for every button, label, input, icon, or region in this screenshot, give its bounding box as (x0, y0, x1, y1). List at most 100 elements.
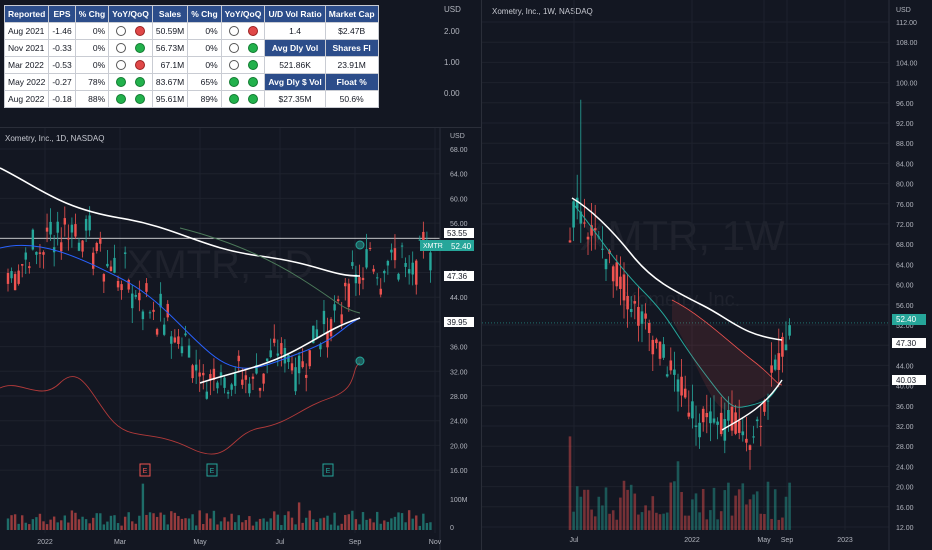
weekly-candle (766, 400, 770, 402)
weekly-volume-bar (759, 513, 763, 530)
weekly-x-tick: May (757, 537, 771, 544)
daily-candle (287, 354, 290, 363)
daily-candle (262, 373, 265, 384)
daily-volume-bar (415, 515, 418, 530)
daily-candle (148, 312, 152, 314)
weekly-axis-unit: USD (896, 7, 911, 14)
daily-volume-bar (194, 525, 198, 530)
qoq-status-dot (135, 94, 146, 105)
daily-ma-21 (199, 317, 361, 384)
daily-volume-bar (134, 523, 137, 530)
daily-candle (269, 350, 272, 358)
weekly-candle (647, 323, 651, 334)
volume-tick: 100M (450, 497, 468, 504)
weekly-candle (730, 406, 734, 431)
daily-candle (187, 345, 191, 358)
weekly-candle (784, 344, 788, 351)
stat-header: Shares Fl (324, 39, 379, 57)
daily-candle (276, 353, 279, 356)
daily-candle (173, 337, 177, 343)
daily-x-tick: 2022 (37, 539, 53, 546)
stat-value: 521.86K (264, 56, 326, 74)
sales-cell: 67.1M (151, 56, 189, 74)
stat-header: Float % (324, 73, 379, 91)
weekly-candle (611, 266, 615, 282)
daily-volume-bar (368, 518, 372, 530)
weekly-ma-30 (571, 197, 783, 341)
daily-candle (70, 224, 74, 233)
weekly-y-tick: 20.00 (896, 485, 914, 492)
earnings-marker[interactable] (206, 463, 218, 477)
daily-candle (120, 284, 123, 291)
daily-volume-bar (155, 516, 159, 530)
daily-volume-bar (223, 517, 226, 530)
weekly-candle (741, 431, 745, 436)
fundamentals-row: Aug 2021 -1.46 0% 50.59M 0% 1.4 $2.47B (3, 22, 379, 40)
daily-volume-bar (329, 524, 333, 530)
stat-header: Avg Dly $ Vol (264, 73, 326, 91)
daily-volume-bar (393, 516, 397, 530)
weekly-candle (745, 438, 748, 443)
signal-dot (355, 240, 365, 250)
eps-chg-cell: 0% (74, 56, 110, 74)
weekly-volume-bar (727, 482, 730, 530)
daily-candle (361, 277, 365, 281)
daily-candle (319, 343, 322, 350)
daily-candle (258, 387, 262, 391)
fundamentals-row: May 2022 -0.27 78% 83.67M 65% Avg Dly $ Vol Fl… (3, 73, 379, 91)
pane-divider-horizontal[interactable] (0, 127, 481, 128)
daily-candle (386, 260, 390, 266)
weekly-x-tick: Sep (781, 537, 794, 544)
weekly-candle (622, 274, 626, 301)
weekly-volume-bar (637, 514, 640, 530)
daily-candle (326, 331, 329, 348)
daily-price-axis[interactable]: USD 68.0064.0060.0056.0052.0048.0044.004… (450, 133, 468, 475)
weekly-volume-bar (784, 496, 788, 530)
yoy-status-dot (228, 60, 239, 71)
weekly-price-axis[interactable]: USD 112.00 108.00 104.00 100.00 96.00 92.00 88… (896, 7, 918, 532)
stat-value: 1.4 (264, 22, 326, 40)
daily-candle (84, 218, 88, 231)
earnings-marker[interactable] (322, 463, 334, 477)
daily-volume-bar (265, 521, 269, 530)
weekly-volume-bar (687, 515, 691, 530)
daily-candle (131, 293, 134, 309)
daily-candle (212, 368, 216, 380)
weekly-volume-bar (665, 512, 669, 530)
daily-candle (376, 277, 379, 279)
daily-volume-bar (52, 516, 56, 530)
daily-volume-bar (102, 524, 106, 530)
daily-candle (322, 310, 326, 325)
daily-candle (138, 292, 141, 301)
weekly-y-tick: 72.00 (896, 222, 914, 229)
weekly-time-axis[interactable]: Jul 2022 May Sep 2023 (570, 537, 853, 544)
weekly-candle (629, 308, 633, 312)
daily-candle (365, 249, 368, 268)
weekly-y-tick: 88.00 (896, 141, 914, 148)
weekly-chart[interactable]: Xometry, Inc., 1W, NASDAQ XMTR, 1W Xomet… (482, 0, 932, 550)
daily-candle (63, 218, 66, 225)
weekly-volume-bar (575, 486, 579, 530)
fundamentals-table: Reported EPS % Chg YoY/QoQ Sales % Chg Y… (3, 5, 379, 108)
daily-volume-bar (116, 523, 120, 530)
eps-cell: -0.18 (48, 90, 76, 108)
daily-candle (81, 240, 84, 252)
daily-volume-bar (170, 511, 173, 530)
daily-candle (280, 343, 283, 355)
daily-volume-bar (88, 523, 91, 530)
eps-yoyqoq-cell (108, 56, 153, 74)
daily-candle (116, 281, 120, 288)
daily-candle (290, 363, 294, 371)
weekly-y-tick: 68.00 (896, 242, 914, 249)
weekly-ma-40 (671, 299, 783, 386)
daily-volume-bar (21, 515, 24, 530)
daily-volume-bar (212, 510, 216, 530)
daily-volume-bar (308, 510, 311, 530)
earnings-marker[interactable] (139, 463, 151, 477)
weekly-candle (651, 339, 655, 355)
daily-chart[interactable]: Xometry, Inc., 1D, NASDAQ XMTR, 1D E E E U… (0, 128, 481, 550)
volume-tick: 0 (450, 525, 454, 532)
daily-time-axis[interactable]: 2022 Mar May Jul Sep Nov (37, 539, 442, 546)
pane-divider[interactable] (481, 0, 482, 550)
daily-volume-bar (294, 524, 297, 530)
